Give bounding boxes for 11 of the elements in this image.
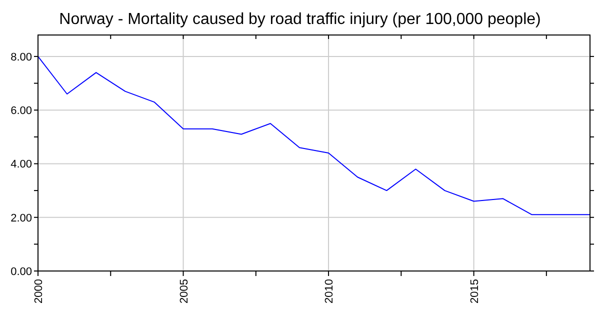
y-tick-label: 2.00 — [10, 212, 32, 224]
x-tick-label: 2005 — [178, 279, 190, 304]
y-tick-label: 6.00 — [10, 105, 32, 118]
chart-title: Norway - Mortality caused by road traffic injury (per 100,000 people) — [59, 11, 541, 28]
line-series — [38, 56, 590, 216]
x-tick-label: 2015 — [468, 279, 481, 304]
text: 0.00 — [10, 266, 32, 278]
y-tick-label: 8.00 — [10, 51, 32, 64]
x-tick-label: 2010 — [324, 279, 336, 304]
y-tick-label: 4.00 — [10, 158, 32, 171]
x-tick-label: 2000 — [33, 279, 45, 304]
